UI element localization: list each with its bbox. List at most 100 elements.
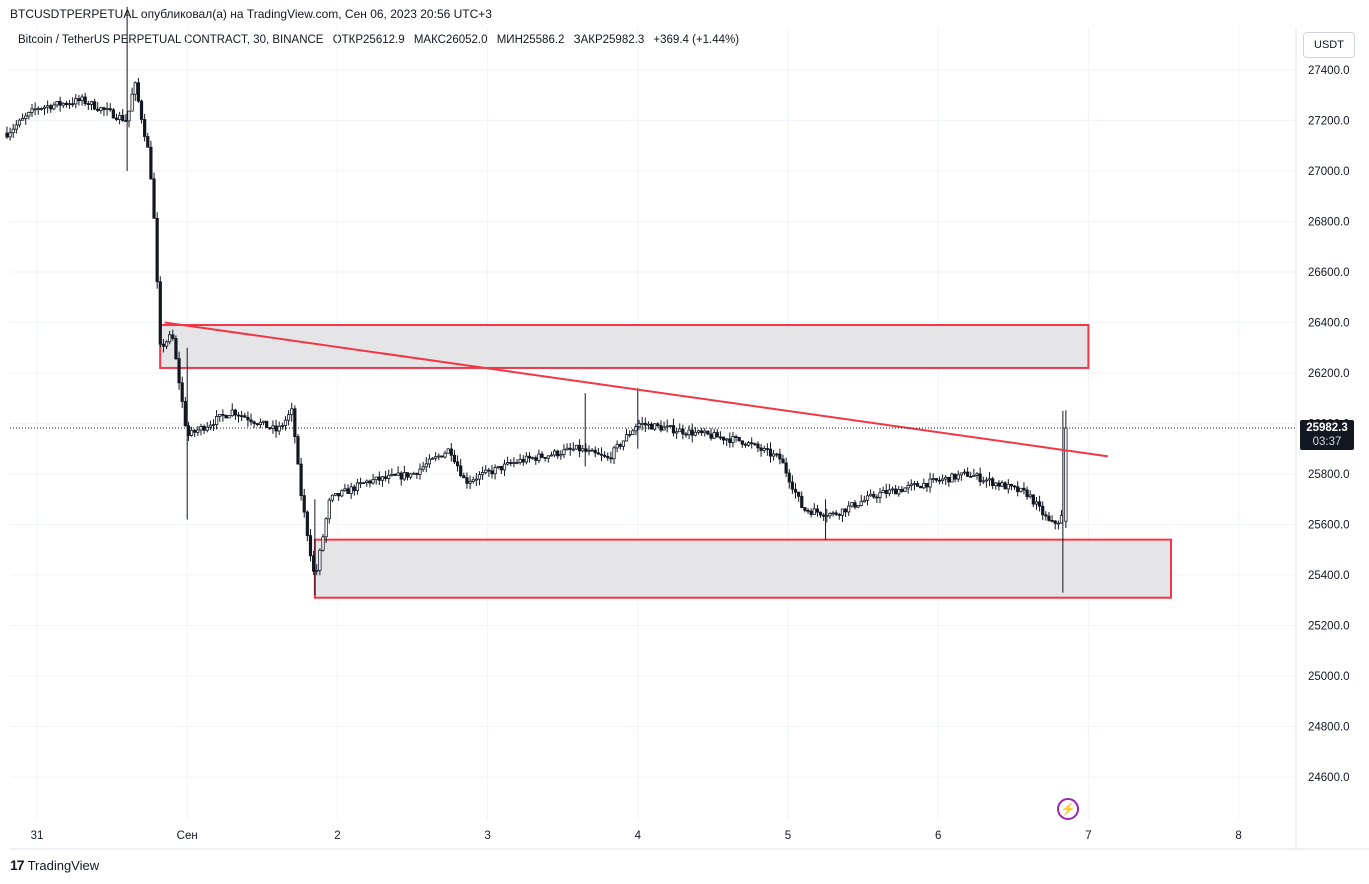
candle-body bbox=[1034, 501, 1039, 505]
candle-body bbox=[884, 490, 888, 494]
candle-body bbox=[897, 489, 901, 495]
candle-body bbox=[27, 111, 31, 117]
candle-body bbox=[189, 429, 194, 436]
candle-body bbox=[725, 438, 729, 441]
candle-body bbox=[922, 482, 926, 489]
candle-body bbox=[459, 465, 463, 477]
currency-button[interactable]: USDT bbox=[1303, 32, 1355, 58]
candle-body bbox=[631, 430, 635, 435]
candle-body bbox=[531, 457, 535, 460]
candle-body bbox=[164, 341, 169, 347]
candle-body bbox=[161, 343, 166, 347]
candle-body bbox=[790, 481, 794, 490]
candle-body bbox=[118, 114, 122, 120]
candle-body bbox=[615, 444, 619, 449]
candle-body bbox=[1056, 522, 1060, 525]
candle-body bbox=[681, 428, 685, 435]
candle-body bbox=[709, 433, 713, 439]
x-tick-label: 5 bbox=[785, 830, 791, 842]
candle-body bbox=[330, 494, 334, 501]
x-tick-label: 2 bbox=[334, 830, 340, 842]
candle-body bbox=[468, 481, 472, 484]
candle-body bbox=[33, 108, 37, 111]
candle-body bbox=[975, 473, 979, 476]
candle-body bbox=[606, 456, 610, 459]
candle-body bbox=[565, 447, 569, 451]
candle-body bbox=[940, 478, 945, 482]
candle-body bbox=[778, 453, 782, 460]
tradingview-brand[interactable]: 17 TradingView bbox=[10, 857, 99, 873]
candle-body bbox=[865, 495, 870, 501]
candle-body bbox=[991, 478, 995, 487]
candle-body bbox=[540, 453, 544, 458]
candle-body bbox=[931, 478, 935, 480]
candle-body bbox=[834, 512, 838, 515]
y-tick-label: 25000.0 bbox=[1308, 671, 1350, 683]
candle-body bbox=[121, 114, 125, 121]
candle-body bbox=[83, 96, 87, 104]
x-tick-label: 8 bbox=[1235, 830, 1241, 842]
candle-body bbox=[377, 476, 381, 481]
candle-body bbox=[77, 98, 81, 102]
candle-body bbox=[99, 107, 103, 111]
candle-body bbox=[997, 482, 1001, 487]
symbol-title[interactable]: Bitcoin / TetherUS PERPETUAL CONTRACT, 3… bbox=[18, 34, 324, 46]
y-tick-label: 25600.0 bbox=[1308, 520, 1350, 532]
candle-body bbox=[352, 486, 356, 491]
last-price-tag: 25982.3 03:37 bbox=[1300, 420, 1354, 450]
candle-body bbox=[211, 424, 216, 427]
candle-body bbox=[559, 454, 563, 457]
candle-body bbox=[168, 334, 172, 343]
candle-body bbox=[215, 416, 219, 426]
candle-body bbox=[393, 473, 397, 476]
candle-body bbox=[984, 479, 988, 482]
candle-body bbox=[139, 100, 144, 120]
candle-body bbox=[355, 482, 360, 491]
candle-body bbox=[574, 444, 579, 450]
candle-body bbox=[105, 108, 109, 111]
candle-body bbox=[862, 499, 866, 503]
candle-body bbox=[746, 442, 751, 446]
candle-body bbox=[1059, 514, 1064, 524]
candle-body bbox=[243, 415, 247, 418]
close-value: ЗАКР25982.3 bbox=[573, 34, 645, 46]
candle-body bbox=[646, 423, 651, 426]
candle-body bbox=[158, 281, 162, 345]
x-tick-label: Сен bbox=[177, 830, 198, 842]
candle-body bbox=[327, 499, 331, 520]
candle-body bbox=[956, 474, 960, 480]
candle-body bbox=[89, 101, 94, 105]
candle-body bbox=[696, 430, 701, 433]
candle-body bbox=[1012, 485, 1017, 488]
candle-body bbox=[258, 421, 263, 425]
candle-body bbox=[390, 473, 394, 476]
brand-name: TradingView bbox=[27, 857, 100, 873]
candle-body bbox=[731, 436, 735, 443]
candle-body bbox=[843, 508, 848, 513]
candle-body bbox=[449, 448, 453, 456]
candle-body bbox=[30, 108, 34, 113]
candle-body bbox=[346, 488, 350, 495]
candle-body bbox=[593, 449, 597, 454]
candle-body bbox=[199, 426, 203, 431]
candle-body bbox=[1016, 486, 1020, 493]
candle-body bbox=[1000, 482, 1004, 487]
candle-body bbox=[402, 472, 406, 480]
candle-body bbox=[812, 508, 816, 515]
candle-body bbox=[690, 429, 694, 436]
candle-body bbox=[684, 433, 688, 436]
candle-body bbox=[1019, 487, 1023, 493]
candle-body bbox=[869, 493, 873, 497]
y-tick-label: 26200.0 bbox=[1308, 368, 1350, 380]
candle-body bbox=[174, 338, 178, 360]
candle-body bbox=[274, 425, 278, 432]
candle-body bbox=[149, 146, 153, 180]
candle-body bbox=[143, 119, 147, 137]
x-tick-label: 7 bbox=[1085, 830, 1091, 842]
flash-icon[interactable]: ⚡ bbox=[1057, 798, 1079, 820]
candle-body bbox=[465, 477, 469, 484]
last-candle-body bbox=[1064, 427, 1068, 522]
candle-body bbox=[14, 124, 18, 130]
candle-body bbox=[853, 502, 857, 508]
